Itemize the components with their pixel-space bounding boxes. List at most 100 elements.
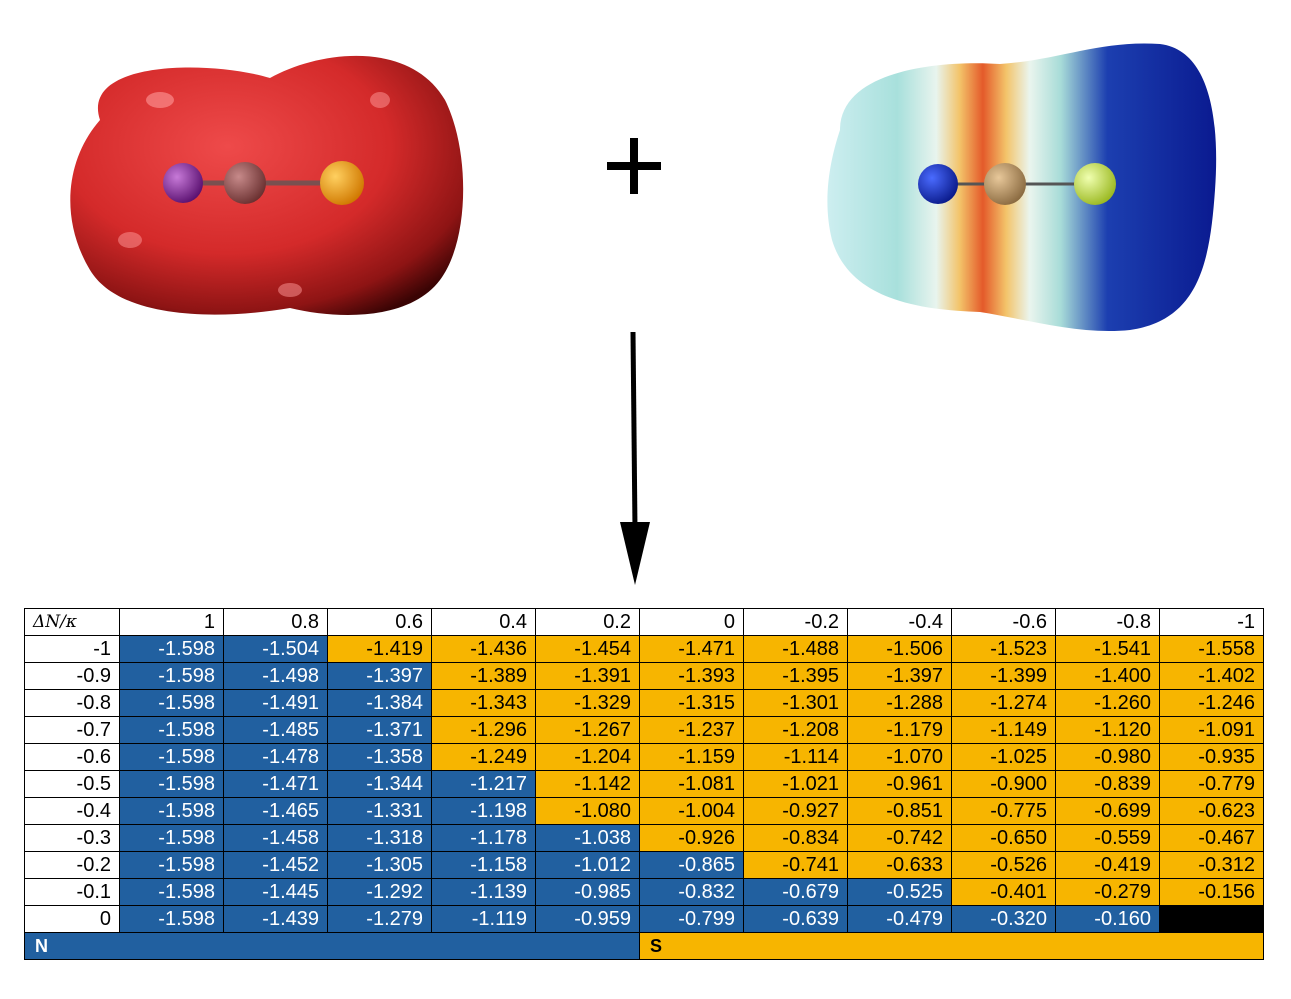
table-cell: -1.391: [535, 662, 640, 690]
table-cell: -1.208: [743, 716, 848, 744]
table-cell: -1.399: [951, 662, 1056, 690]
row-header: -0.1: [24, 878, 120, 906]
table-cell: -0.980: [1055, 743, 1160, 771]
table-cell: -1.217: [431, 770, 536, 798]
table-cell: -0.312: [1159, 851, 1264, 879]
table-cell: -1.598: [119, 635, 224, 663]
table-cell: -1.598: [119, 878, 224, 906]
table-cell: -1.025: [951, 743, 1056, 771]
down-arrow: [620, 331, 650, 585]
table-cell: -0.927: [743, 797, 848, 825]
column-header: -1: [1159, 608, 1264, 636]
atom-purple: [163, 163, 203, 203]
table-cell: -1.419: [327, 635, 432, 663]
table-cell: -0.320: [951, 905, 1056, 933]
table-cell: -1.331: [327, 797, 432, 825]
table-cell: -0.775: [951, 797, 1056, 825]
table-cell: -1.246: [1159, 689, 1264, 717]
table-cell: -1.371: [327, 716, 432, 744]
table-cell: -0.623: [1159, 797, 1264, 825]
table-cell: -1.504: [223, 635, 328, 663]
table-cell: -1.395: [743, 662, 848, 690]
table-cell: -1.598: [119, 824, 224, 852]
row-header: -0.2: [24, 851, 120, 879]
table-cell: -0.467: [1159, 824, 1264, 852]
table-cell: -1.454: [535, 635, 640, 663]
table-cell: -0.160: [1055, 905, 1160, 933]
table-cell: -1.478: [223, 743, 328, 771]
table-cell: -1.142: [535, 770, 640, 798]
table-cell: -1.465: [223, 797, 328, 825]
table-cell: -1.274: [951, 689, 1056, 717]
table-cell: -1.021: [743, 770, 848, 798]
column-header: 0.8: [223, 608, 328, 636]
table-cell: -1.471: [639, 635, 744, 663]
column-header: -0.2: [743, 608, 848, 636]
table-cell: -1.329: [535, 689, 640, 717]
table-cell: -1.292: [327, 878, 432, 906]
table-cell: -0.526: [951, 851, 1056, 879]
table-cell: -1.402: [1159, 662, 1264, 690]
table-cell: -1.279: [327, 905, 432, 933]
column-header: 0: [639, 608, 744, 636]
table-cell: -1.288: [847, 689, 952, 717]
table-cell: -0.799: [639, 905, 744, 933]
table-cell: -1.400: [1055, 662, 1160, 690]
row-header: -0.8: [24, 689, 120, 717]
table-cell: -0.779: [1159, 770, 1264, 798]
table-cell: -1.598: [119, 662, 224, 690]
table-cell: -1.038: [535, 824, 640, 852]
table-cell: -0.401: [951, 878, 1056, 906]
table-cell: -0.525: [847, 878, 952, 906]
table-cell: -1.080: [535, 797, 640, 825]
table-row: -0.5 -1.598 -1.471 -1.344 -1.217 -1.142 -1.081…: [24, 770, 1264, 798]
atom-tan: [984, 163, 1026, 205]
table-row: -0.7 -1.598 -1.485 -1.371 -1.296 -1.267 -1.237…: [24, 716, 1264, 744]
column-header: 1: [119, 608, 224, 636]
table-cell: -0.479: [847, 905, 952, 933]
table-cell: -1.384: [327, 689, 432, 717]
table-row: -0.3 -1.598 -1.458 -1.318 -1.178 -1.038 -0.926…: [24, 824, 1264, 852]
table-cell: -0.926: [639, 824, 744, 852]
table-cell: [1159, 905, 1264, 933]
table-cell: -0.699: [1055, 797, 1160, 825]
table-cell: -1.506: [847, 635, 952, 663]
table-row: -0.8 -1.598 -1.491 -1.384 -1.343 -1.329 -1.315…: [24, 689, 1264, 717]
table-cell: -1.004: [639, 797, 744, 825]
row-header: -0.6: [24, 743, 120, 771]
table-header-row: ΔN/κ 1 0.8 0.6 0.4 0.2 0 -0.2 -0.4 -0.6 -0.8 -1: [24, 608, 1264, 636]
table-cell: -0.839: [1055, 770, 1160, 798]
table-cell: -1.471: [223, 770, 328, 798]
table-cell: -0.900: [951, 770, 1056, 798]
table-cell: -1.237: [639, 716, 744, 744]
table-cell: -1.598: [119, 770, 224, 798]
table-cell: -1.301: [743, 689, 848, 717]
table-cell: -1.445: [223, 878, 328, 906]
table-cell: -1.488: [743, 635, 848, 663]
table-cell: -1.178: [431, 824, 536, 852]
table-cell: -1.260: [1055, 689, 1160, 717]
row-header: -0.5: [24, 770, 120, 798]
table-cell: -0.865: [639, 851, 744, 879]
table-cell: -1.344: [327, 770, 432, 798]
table-cell: -1.179: [847, 716, 952, 744]
table-cell: -1.139: [431, 878, 536, 906]
table-cell: -1.158: [431, 851, 536, 879]
table-cell: -0.741: [743, 851, 848, 879]
right-molecule-esp-surface: [827, 43, 1217, 331]
table-cell: -0.279: [1055, 878, 1160, 906]
legend-n: N: [24, 932, 640, 960]
table-cell: -0.935: [1159, 743, 1264, 771]
table-cell: -1.358: [327, 743, 432, 771]
column-header: -0.8: [1055, 608, 1160, 636]
column-header: 0.2: [535, 608, 640, 636]
table-cell: -1.070: [847, 743, 952, 771]
table-cell: -1.305: [327, 851, 432, 879]
table-row: -0.9 -1.598 -1.498 -1.397 -1.389 -1.391 -1.393…: [24, 662, 1264, 690]
table-cell: -1.249: [431, 743, 536, 771]
atom-lime: [1074, 163, 1116, 205]
table-cell: -1.598: [119, 797, 224, 825]
atom-central: [224, 162, 266, 204]
table-cell: -1.393: [639, 662, 744, 690]
column-header: -0.4: [847, 608, 952, 636]
